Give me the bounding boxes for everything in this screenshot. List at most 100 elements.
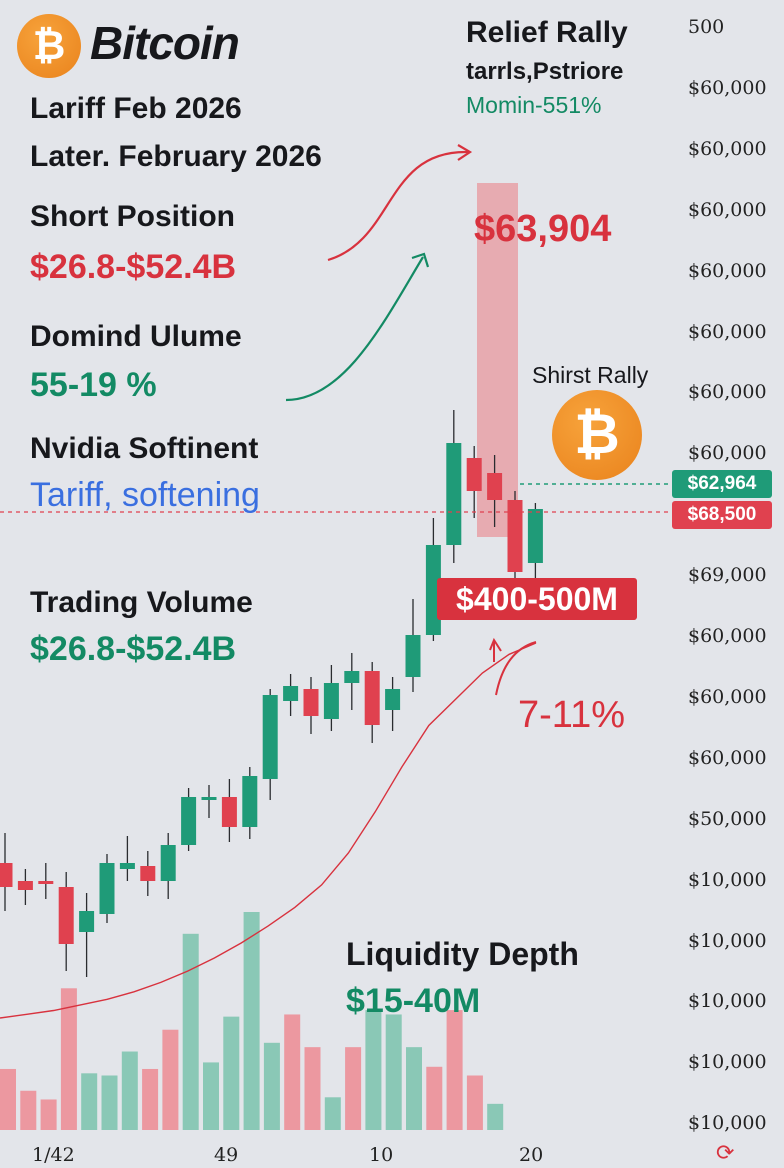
candle-body: [242, 776, 258, 827]
candle: [79, 893, 95, 977]
candle: [201, 785, 217, 818]
candle: [507, 491, 523, 593]
candle-body: [160, 845, 176, 881]
candle: [466, 446, 482, 518]
red-arrow-head: [457, 144, 473, 161]
volume-bar: [284, 1014, 301, 1130]
brand-title: Bitcoin: [90, 17, 240, 69]
candle: [160, 833, 176, 899]
bitcoin-icon: ₿: [17, 14, 81, 78]
volume-bar: [466, 1075, 483, 1130]
y-tick-label: $10,000: [688, 1051, 767, 1074]
green-arrow-head: [411, 252, 430, 268]
volume-bar: [162, 1029, 179, 1130]
candle: [38, 863, 54, 899]
candle: [221, 779, 237, 842]
volume-bar: [203, 1062, 219, 1130]
volume-bars: [0, 912, 504, 1130]
y-tick-label: $10,000: [688, 990, 767, 1013]
candle-body: [323, 683, 339, 719]
candle: [181, 788, 197, 851]
liquidity-label: Liquidity Depth: [346, 936, 579, 972]
y-tick-label: $60,000: [688, 76, 767, 99]
volume-bar: [101, 1075, 118, 1130]
candle-body: [364, 671, 380, 725]
volume-bar: [426, 1066, 443, 1130]
candle: [283, 674, 299, 716]
small-red-arrow-curve: [495, 641, 537, 696]
y-tick-label: $60,000: [688, 381, 767, 404]
sentiment-label: Nvidia Softinent: [30, 432, 259, 465]
candle-body: [38, 881, 54, 884]
volume-bar: [243, 912, 260, 1130]
short-position-label: Short Position: [30, 200, 235, 233]
shirst-rally-label: Shirst Rally: [532, 362, 649, 388]
x-tick-label: 1/42: [32, 1144, 75, 1166]
dominance-label: Domind Ulume: [30, 320, 242, 353]
y-tick-label: $60,000: [688, 625, 767, 647]
volume-bar: [60, 988, 77, 1130]
candle-body: [487, 473, 503, 500]
relief-rally-subtitle: tarrls,Pstriore: [466, 58, 624, 85]
candle-body: [303, 689, 319, 716]
red-arrow-curve: [327, 150, 469, 262]
y-tick-label: $10,000: [688, 868, 767, 891]
trading-volume-value: $26.8-$52.4B: [30, 630, 237, 668]
candle-body: [99, 863, 115, 914]
volume-bar: [20, 1090, 37, 1130]
volume-bar: [81, 1073, 98, 1130]
sentiment-value: Tariff, softening: [30, 476, 260, 514]
volume-bar: [324, 1097, 341, 1130]
volume-bar: [40, 1099, 57, 1130]
x-tick-label: 49: [214, 1144, 239, 1166]
y-tick-label: $60,000: [688, 442, 767, 465]
candle: [323, 665, 339, 731]
candle: [487, 455, 503, 527]
volume-bar: [304, 1047, 321, 1130]
green-arrow-curve: [285, 256, 424, 402]
highlight-price: $63,904: [474, 208, 612, 250]
candle: [446, 410, 462, 563]
candle: [140, 851, 156, 896]
volume-bar: [406, 1047, 422, 1130]
relief-rally-title: Relief Rally: [466, 16, 628, 49]
candle-body: [201, 797, 217, 800]
y-tick-label: $60,000: [688, 685, 767, 708]
dominance-value: 55-19 %: [30, 366, 157, 404]
candle: [344, 653, 360, 710]
candle: [99, 854, 115, 923]
volume-bar: [487, 1103, 504, 1130]
volume-bar: [345, 1047, 362, 1130]
y-tick-label: $10,000: [688, 929, 767, 952]
volume-bar: [365, 1010, 382, 1130]
header-line-2: Later. February 2026: [30, 140, 322, 173]
volume-bar: [263, 1042, 280, 1130]
momentum-value: Momin-551%: [466, 92, 602, 118]
y-tick-label: $69,000: [688, 564, 767, 587]
y-tick-label: $60,000: [688, 137, 767, 160]
candle-body: [140, 866, 156, 881]
candle: [527, 503, 543, 587]
candle-body: [344, 671, 360, 683]
candle: [58, 872, 74, 971]
liquidity-value: $15-40M: [346, 982, 481, 1020]
green-price-tag: $62,964: [672, 470, 772, 498]
refresh-icon[interactable]: ⟳: [716, 1140, 735, 1165]
short-position-value: $26.8-$52.4B: [30, 248, 237, 286]
candle-body: [446, 443, 462, 545]
candle-body: [262, 695, 278, 779]
candle: [385, 677, 401, 731]
candle-body: [283, 686, 299, 701]
candle-body: [181, 797, 197, 845]
candle: [0, 833, 13, 911]
candle: [303, 677, 319, 734]
x-tick-label: 20: [519, 1144, 544, 1166]
candle: [262, 689, 278, 800]
y-tick-label: $50,000: [688, 807, 767, 830]
volume-bar: [223, 1016, 240, 1130]
candle-body: [17, 881, 33, 890]
y-tick-label: $60,000: [688, 746, 767, 769]
candle-body: [79, 911, 95, 932]
x-tick-label: 10: [369, 1144, 394, 1166]
